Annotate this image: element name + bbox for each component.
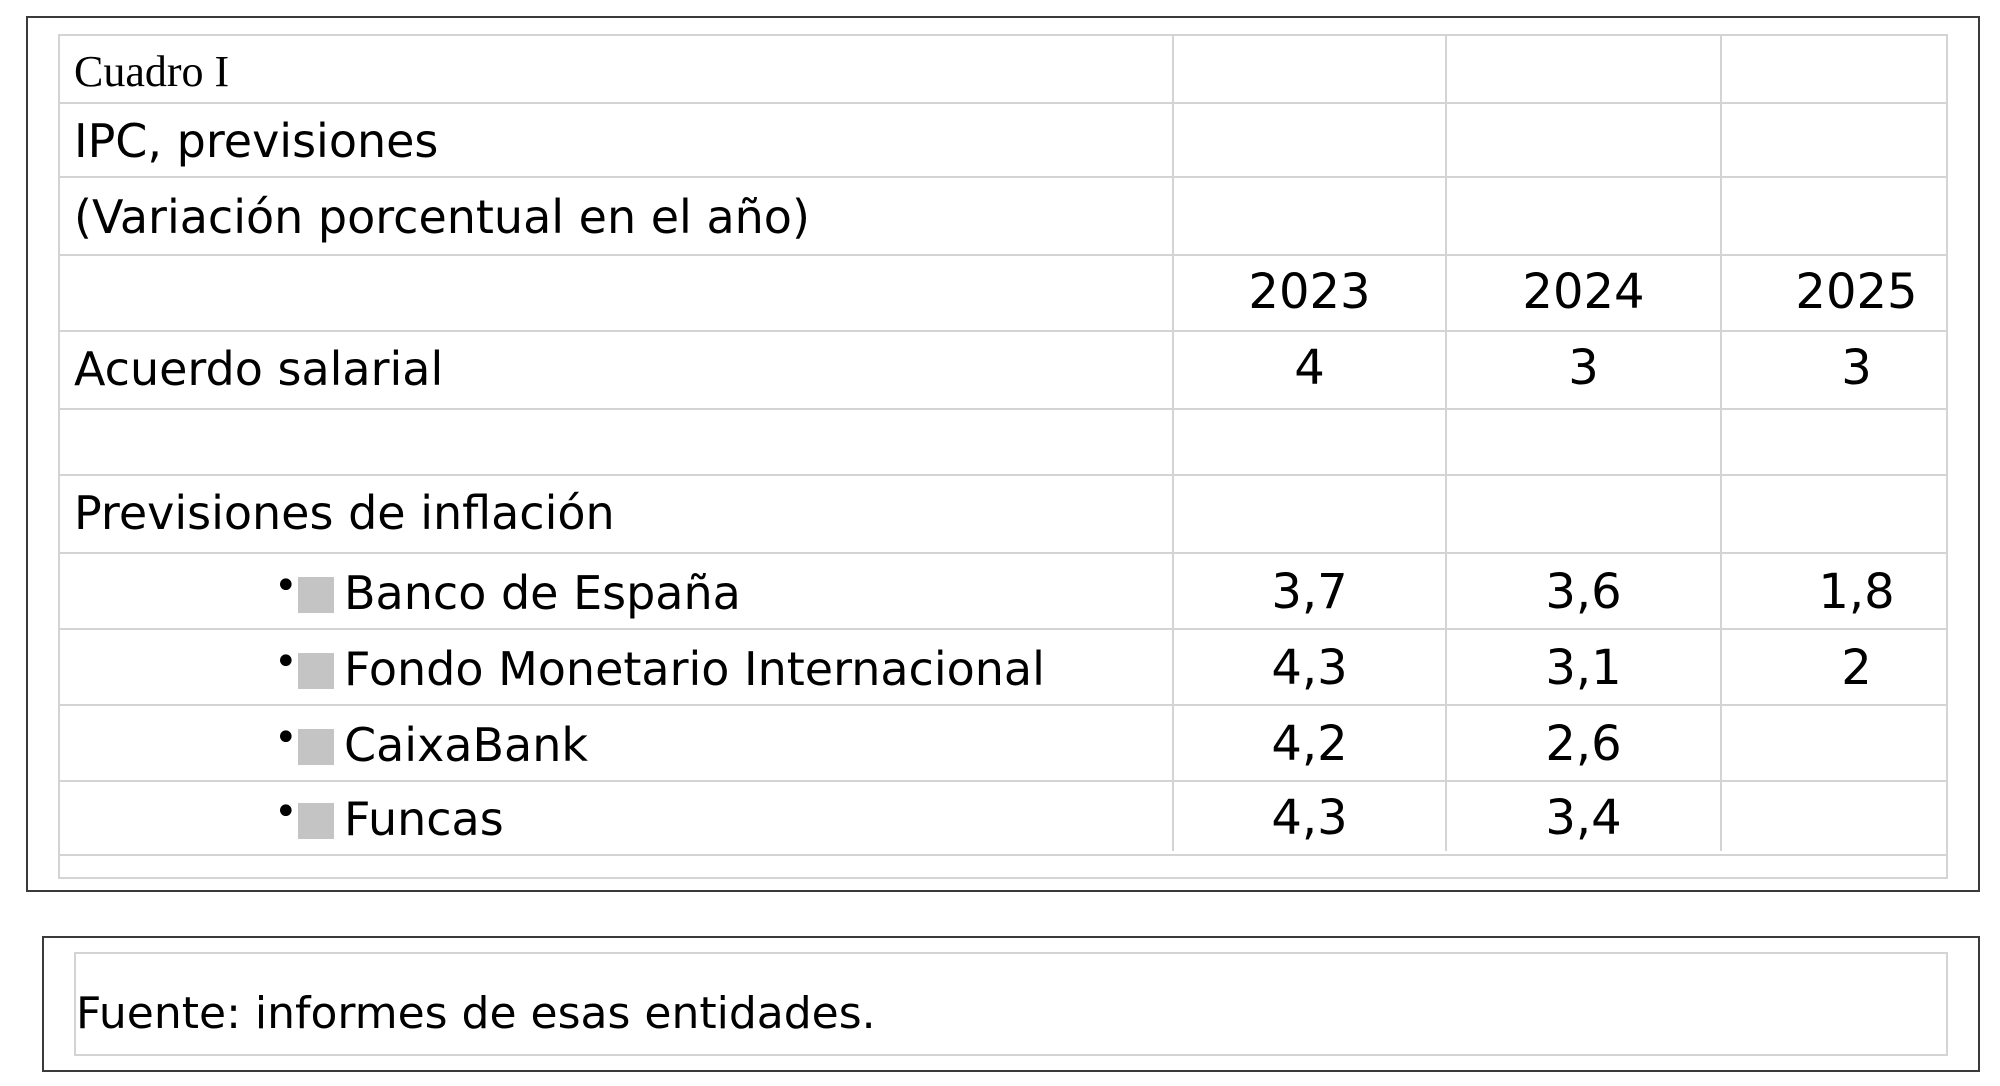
- table-cell: 4,3: [1271, 790, 1348, 846]
- year-header: 2025: [1795, 264, 1918, 320]
- bullet-dot-icon: •: [274, 563, 298, 609]
- row-label-entity: Fondo Monetario Internacional: [344, 642, 1045, 696]
- table-cell: 3,1: [1545, 640, 1622, 696]
- grid-col-divider: [1946, 36, 1948, 851]
- table-cell: 3,4: [1545, 790, 1622, 846]
- grid-row-divider: [60, 330, 1946, 332]
- bullet-dot-icon: •: [274, 639, 298, 685]
- grid-row-divider: [60, 176, 1946, 178]
- row-label-salary-agreement: Acuerdo salarial: [74, 342, 444, 396]
- grid-row-divider: [60, 552, 1946, 554]
- table-row: •: [274, 718, 334, 765]
- table-caption: Cuadro I: [74, 47, 230, 96]
- grid-row-divider: [60, 704, 1946, 706]
- source-note-frame: [42, 936, 1980, 1072]
- table-cell: 4,2: [1271, 716, 1348, 772]
- source-note-cell: Fuente: informes de esas entidades.: [74, 952, 1948, 1056]
- table-cell: 4: [1294, 340, 1325, 396]
- table-cell: 3: [1841, 340, 1872, 396]
- grid-col-divider: [1720, 36, 1722, 851]
- grid-row-divider: [60, 474, 1946, 476]
- table-subtitle: (Variación porcentual en el año): [74, 190, 810, 244]
- table-row: •: [274, 792, 334, 839]
- spreadsheet-grid: Cuadro I IPC, previsiones (Variación por…: [58, 34, 1948, 879]
- bullet-square-icon: [297, 576, 334, 613]
- grid-row-divider: [60, 408, 1946, 410]
- table-cell: 3: [1568, 340, 1599, 396]
- source-note: Fuente: informes de esas entidades.: [76, 988, 876, 1039]
- table-frame: [26, 16, 1980, 892]
- grid-row-divider: [60, 854, 1946, 856]
- grid-col-divider: [1445, 36, 1447, 851]
- table-cell: 2,6: [1545, 716, 1622, 772]
- table-cell: 3,7: [1271, 564, 1348, 620]
- grid-col-divider: [1172, 36, 1174, 851]
- bullet-square-icon: [297, 652, 334, 689]
- table-title: IPC, previsiones: [74, 114, 439, 168]
- bullet-square-icon: [297, 802, 334, 839]
- row-label-entity: CaixaBank: [344, 718, 589, 772]
- grid-row-divider: [60, 628, 1946, 630]
- table-row: •: [274, 566, 334, 613]
- year-header: 2024: [1522, 264, 1645, 320]
- table-row: •: [274, 642, 334, 689]
- grid-row-divider: [60, 102, 1946, 104]
- table-cell: 4,3: [1271, 640, 1348, 696]
- table-cell: 1,8: [1818, 564, 1895, 620]
- row-label-entity: Funcas: [344, 792, 504, 846]
- bullet-dot-icon: •: [274, 715, 298, 761]
- bullet-square-icon: [297, 728, 334, 765]
- table-cell: 2: [1841, 640, 1872, 696]
- year-header: 2023: [1248, 264, 1371, 320]
- grid-row-divider: [60, 254, 1946, 256]
- bullet-dot-icon: •: [274, 789, 298, 835]
- section-heading-forecasts: Previsiones de inflación: [74, 486, 615, 540]
- table-cell: 3,6: [1545, 564, 1622, 620]
- grid-row-divider: [60, 780, 1946, 782]
- row-label-entity: Banco de España: [344, 566, 741, 620]
